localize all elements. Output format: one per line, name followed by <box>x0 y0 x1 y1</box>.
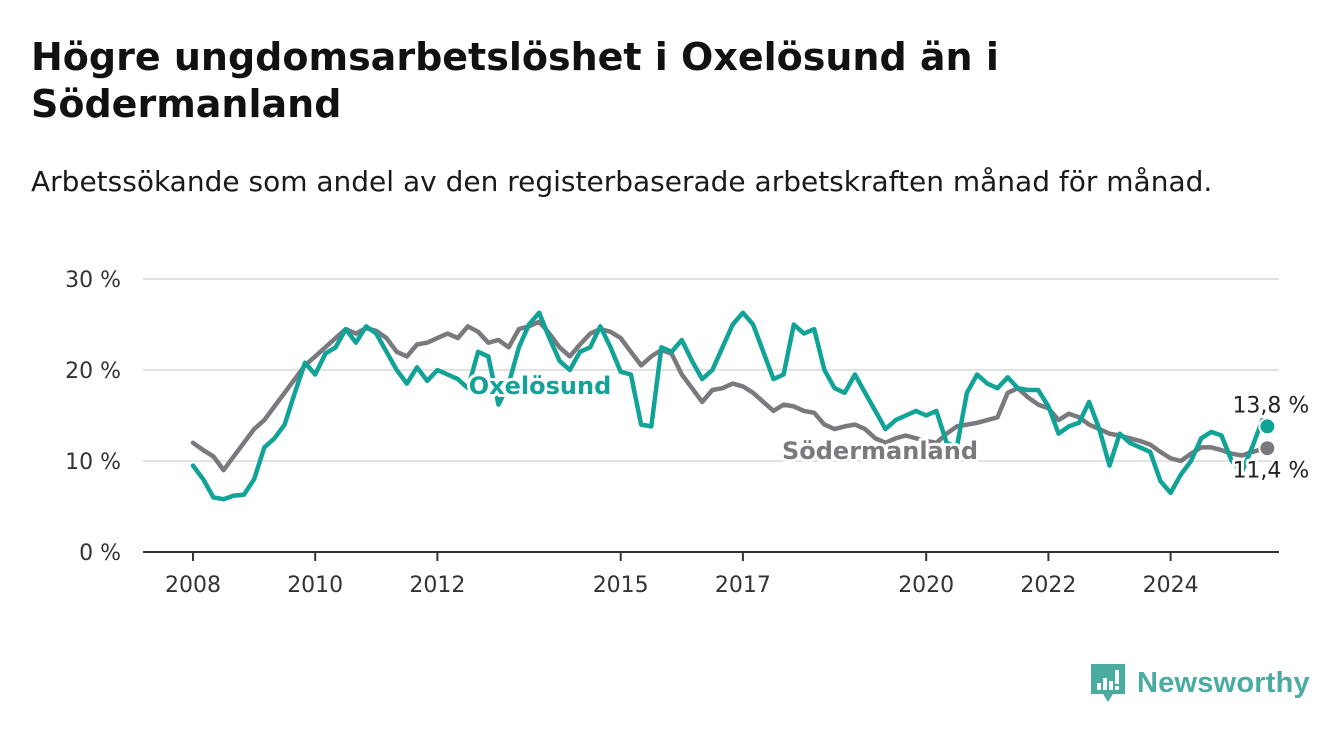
x-tick-label: 2012 <box>409 573 465 598</box>
y-axis-tick-labels: 0 % 10 % 20 % 30 % <box>65 268 121 566</box>
endpoint-dot-sodermanland <box>1258 439 1277 458</box>
y-tick-label: 10 % <box>65 450 121 475</box>
y-tick-label: 30 % <box>65 268 121 293</box>
y-tick-label: 0 % <box>79 541 121 566</box>
brand-name: Newsworthy <box>1137 666 1310 699</box>
series-label-oxelosund: Oxelösund <box>469 372 612 400</box>
y-tick-label: 20 % <box>65 359 121 384</box>
x-tick-label: 2010 <box>287 573 343 598</box>
endpoint-dot-oxelosund <box>1258 417 1277 436</box>
x-tick-label: 2024 <box>1143 573 1199 598</box>
newsworthy-logo[interactable]: Newsworthy <box>1089 662 1310 704</box>
endpoint-value-label: 13,8 % <box>1232 393 1309 418</box>
bar-chart-exclamation-icon <box>1091 664 1125 702</box>
endpoint-value-label: 11,4 % <box>1232 458 1309 483</box>
chart-title: Högre ungdomsarbetslöshet i Oxelösund än… <box>31 35 999 126</box>
x-tick-label: 2017 <box>715 573 771 598</box>
series-lines <box>190 310 1270 502</box>
x-tick-label: 2022 <box>1020 573 1076 598</box>
series-label-sodermanland: Södermanland <box>782 437 978 465</box>
x-axis: 2008 2010 2012 2015 2017 2020 2022 2024 <box>143 551 1279 598</box>
chart-subtitle: Arbetssökande som andel av den registerb… <box>31 165 1213 198</box>
x-tick-label: 2020 <box>898 573 954 598</box>
series-line-oxelosund <box>190 310 1270 502</box>
series-labels: Oxelösund Södermanland 13,8 % 11,4 % <box>466 369 1313 486</box>
x-tick-label: 2008 <box>165 573 221 598</box>
x-tick-label: 2015 <box>593 573 649 598</box>
